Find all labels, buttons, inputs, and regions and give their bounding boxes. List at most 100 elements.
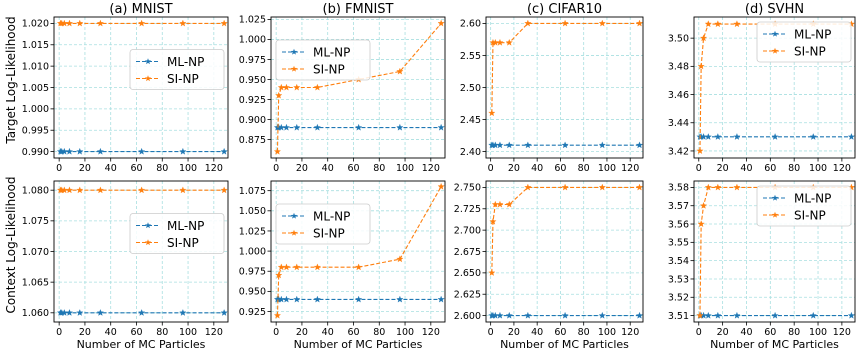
y-tick-label: 0.925 bbox=[239, 307, 266, 318]
y-tick-label: 1.025 bbox=[239, 15, 266, 26]
data-point bbox=[273, 147, 281, 155]
data-point bbox=[524, 183, 532, 191]
y-tick-label: 3.53 bbox=[668, 274, 689, 285]
series-si-np bbox=[273, 182, 445, 319]
data-point bbox=[733, 311, 741, 319]
y-tick-label: 0.950 bbox=[239, 287, 266, 298]
x-tick-label: 0 bbox=[488, 327, 494, 338]
y-tick-label: 2.45 bbox=[460, 115, 481, 126]
data-point bbox=[496, 141, 504, 149]
data-point bbox=[138, 147, 146, 155]
data-point bbox=[505, 141, 513, 149]
x-axis-label: Number of MC Particles bbox=[77, 338, 206, 350]
y-tick-label: 2.625 bbox=[454, 290, 481, 301]
panel-1-2: 0 20 40 60 80 100 120 2.600 2.625 2.650 2.675 2.700… bbox=[454, 180, 644, 350]
data-point bbox=[220, 186, 228, 194]
data-point bbox=[282, 83, 291, 91]
x-tick-label: 0 bbox=[273, 327, 279, 338]
x-tick-label: 80 bbox=[373, 327, 385, 338]
data-point bbox=[282, 123, 291, 131]
data-point bbox=[496, 311, 504, 319]
series-line bbox=[491, 186, 640, 273]
y-tick-label: 1.070 bbox=[22, 247, 49, 258]
x-tick-label: 20 bbox=[508, 163, 520, 174]
y-tick-label: 1.010 bbox=[22, 61, 49, 72]
x-tick-label: 0 bbox=[56, 327, 62, 338]
data-point bbox=[697, 220, 705, 228]
data-point bbox=[282, 295, 291, 303]
x-tick-label: 20 bbox=[717, 327, 729, 338]
data-point bbox=[704, 311, 712, 319]
x-tick-label: 20 bbox=[79, 163, 91, 174]
series-line bbox=[276, 186, 442, 316]
data-point bbox=[696, 311, 704, 319]
data-point bbox=[714, 183, 722, 191]
data-point bbox=[598, 19, 606, 27]
legend-marker bbox=[771, 47, 779, 54]
data-point bbox=[313, 123, 321, 131]
data-point bbox=[847, 133, 855, 140]
data-point bbox=[396, 255, 404, 263]
data-point bbox=[96, 309, 104, 316]
data-point bbox=[437, 182, 445, 190]
legend-label: SI-NP bbox=[313, 226, 345, 240]
y-tick-label: 2.650 bbox=[454, 268, 481, 279]
data-point bbox=[76, 19, 84, 27]
legend-box bbox=[275, 39, 371, 81]
y-tick-label: 2.725 bbox=[454, 204, 481, 215]
data-point bbox=[220, 19, 228, 27]
data-point bbox=[598, 311, 606, 319]
data-point bbox=[220, 147, 228, 155]
x-tick-label: 120 bbox=[422, 163, 440, 174]
data-point bbox=[635, 311, 644, 319]
x-tick-label: 60 bbox=[347, 327, 359, 338]
data-point bbox=[704, 20, 712, 28]
data-point bbox=[179, 186, 187, 194]
x-tick-label: 60 bbox=[764, 163, 776, 174]
data-point bbox=[313, 83, 321, 91]
x-tick-label: 40 bbox=[531, 163, 543, 174]
y-tick-label: 2.50 bbox=[460, 83, 481, 94]
panel-0-2: 0 20 40 60 80 100 120 2.40 2.45 2.50 2.55 2.60 (c) C… bbox=[460, 2, 644, 174]
data-point bbox=[396, 67, 404, 75]
data-point bbox=[696, 147, 704, 154]
data-point bbox=[505, 38, 513, 46]
y-tick-label: 3.46 bbox=[668, 90, 689, 101]
series-ml-np bbox=[488, 311, 644, 319]
y-tick-label: 1.000 bbox=[239, 35, 266, 46]
data-point bbox=[524, 141, 532, 149]
x-tick-label: 80 bbox=[156, 327, 168, 338]
x-tick-label: 0 bbox=[696, 163, 702, 174]
data-point bbox=[76, 147, 84, 155]
legend-label: ML-NP bbox=[794, 191, 831, 205]
legend-marker bbox=[144, 222, 152, 229]
series-si-np bbox=[56, 186, 228, 194]
panel-1-0: 0 20 40 60 80 100 120 1.060 1.065 1.070 1.075 1.080… bbox=[22, 180, 229, 350]
y-tick-label: 3.52 bbox=[668, 293, 689, 304]
y-tick-label: 0.990 bbox=[22, 147, 49, 158]
data-point bbox=[96, 147, 104, 155]
data-point bbox=[809, 133, 817, 140]
legend-label: SI-NP bbox=[167, 236, 199, 250]
data-point bbox=[293, 263, 301, 271]
panel-0-0: 0 20 40 60 80 100 120 0.990 0.995 1.000 1.005 1.010… bbox=[22, 2, 229, 174]
y-tick-label: 3.58 bbox=[668, 183, 689, 194]
y-tick-label: 0.950 bbox=[239, 75, 266, 86]
data-point bbox=[496, 38, 504, 46]
legend-marker bbox=[771, 211, 779, 218]
data-point bbox=[697, 62, 705, 70]
plot-frame bbox=[693, 16, 856, 159]
x-tick-label: 60 bbox=[554, 327, 566, 338]
data-point bbox=[355, 123, 363, 131]
y-tick-label: 2.55 bbox=[460, 51, 481, 62]
x-tick-label: 0 bbox=[696, 327, 702, 338]
data-point bbox=[699, 201, 708, 209]
x-tick-label: 40 bbox=[322, 163, 334, 174]
y-tick-label: 0.975 bbox=[239, 55, 266, 66]
legend-box bbox=[756, 21, 852, 63]
data-point bbox=[771, 311, 779, 319]
plot-frame bbox=[270, 16, 446, 159]
y-tick-label: 1.080 bbox=[22, 185, 49, 196]
x-tick-label: 20 bbox=[296, 327, 308, 338]
